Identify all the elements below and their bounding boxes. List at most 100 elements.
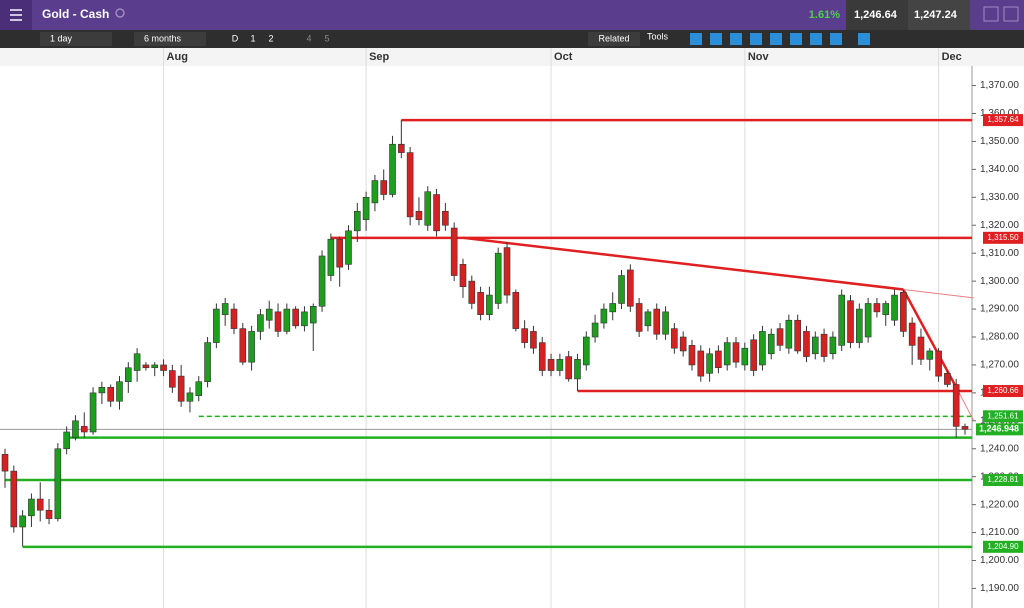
candle-body [45,509,53,519]
candle-body [662,311,669,335]
y-tick-label: 1,200.00 [980,555,1019,566]
candle-body [618,275,625,304]
candle-body [177,375,185,402]
candle-body [283,308,291,332]
candle-body [961,426,969,430]
window-button[interactable] [983,6,999,22]
trend-line [462,236,904,291]
candle-body [459,264,467,288]
related-button[interactable] [588,32,640,46]
x-tick-label: Aug [167,51,188,63]
buy-price-box[interactable] [908,0,970,30]
toolbar-button[interactable]: 5 [324,33,329,43]
candle-body [336,238,343,268]
candle-body [160,364,167,371]
instrument-title: Gold - Cash [42,7,109,21]
candle-body [318,255,326,307]
toolbar-button[interactable]: D [232,33,239,43]
candle-body [917,336,925,360]
candle-body [380,180,388,195]
toolbar-button[interactable]: 4 [306,33,311,43]
candle-body [785,319,793,349]
y-tick-label: 1,280.00 [980,332,1019,343]
level-label: 1,251.61 [987,411,1019,420]
x-tick-label: Sep [369,51,389,63]
candle-body [213,308,220,343]
y-tick-label: 1,300.00 [980,276,1019,287]
sell-price-box[interactable] [846,0,908,30]
candle-body [450,227,458,276]
candle-body [565,356,572,380]
y-tick-label: 1,370.00 [980,80,1019,91]
level-label-box [983,114,1023,127]
level-label-box [983,410,1023,423]
candle-body [952,384,960,427]
related: Related [598,33,629,43]
toolbar-button[interactable]: 2 [268,33,273,43]
candle-body [142,364,150,369]
candle-body [600,308,608,324]
candle-body [635,303,643,332]
candle-body [19,515,26,528]
candle-body [679,336,687,352]
candle-body [944,373,951,385]
candle-body [776,328,784,346]
candle-body [274,311,282,332]
candle-body [627,269,634,307]
candle-body [125,367,132,383]
trend-line [903,289,974,299]
candle-body [715,350,722,369]
level-label: 1,315.50 [987,233,1019,242]
candle-body [151,364,159,369]
candle-body [891,294,898,321]
candle-body [239,328,247,363]
interval: 1 day [50,33,73,43]
candle-body [644,311,652,327]
candle-body [829,336,837,355]
candle-body [838,294,845,346]
candle-body [900,291,907,332]
candle-body [257,314,264,332]
candle-body [864,303,872,338]
candle-body [847,300,854,343]
candle-body [706,353,713,374]
candle-body [10,470,18,528]
toolbar-button[interactable]: 1 [250,33,255,43]
candle-body [538,342,546,371]
close-button[interactable] [1003,6,1019,22]
candle-body [494,252,502,304]
candle-body [36,498,44,511]
candle-body [873,303,881,313]
y-tick-label: 1,320.00 [980,220,1019,231]
candle-body [442,210,449,226]
level-label-box [983,385,1023,398]
candle-body [301,311,308,327]
candle-body [512,291,520,329]
level-label-box [983,474,1023,487]
x-tick-label: Oct [554,51,573,63]
candle-body [63,431,70,450]
level-label: 1,260.66 [987,386,1019,395]
candle-body [503,247,511,296]
search-icon[interactable] [115,8,125,18]
candle-body [107,386,114,402]
candle-body [424,191,432,226]
candle-body [609,303,617,313]
candle-body [133,353,141,371]
range-select[interactable] [134,32,206,46]
candle-body [820,333,828,357]
interval-select[interactable] [40,32,112,46]
candle-body [908,322,916,346]
y-tick-label: 1,310.00 [980,248,1019,259]
y-tick-label: 1,220.00 [980,499,1019,510]
menu-icon [10,9,22,21]
candle-body [345,230,352,265]
y-tick-label: 1,350.00 [980,136,1019,147]
y-tick-label: 1,340.00 [980,164,1019,175]
candle-body [353,210,361,232]
y-tick-label: 1,240.00 [980,443,1019,454]
candle-body [741,347,749,366]
candle-body [221,303,229,315]
candle-body [671,328,678,349]
candle-body [116,381,123,402]
